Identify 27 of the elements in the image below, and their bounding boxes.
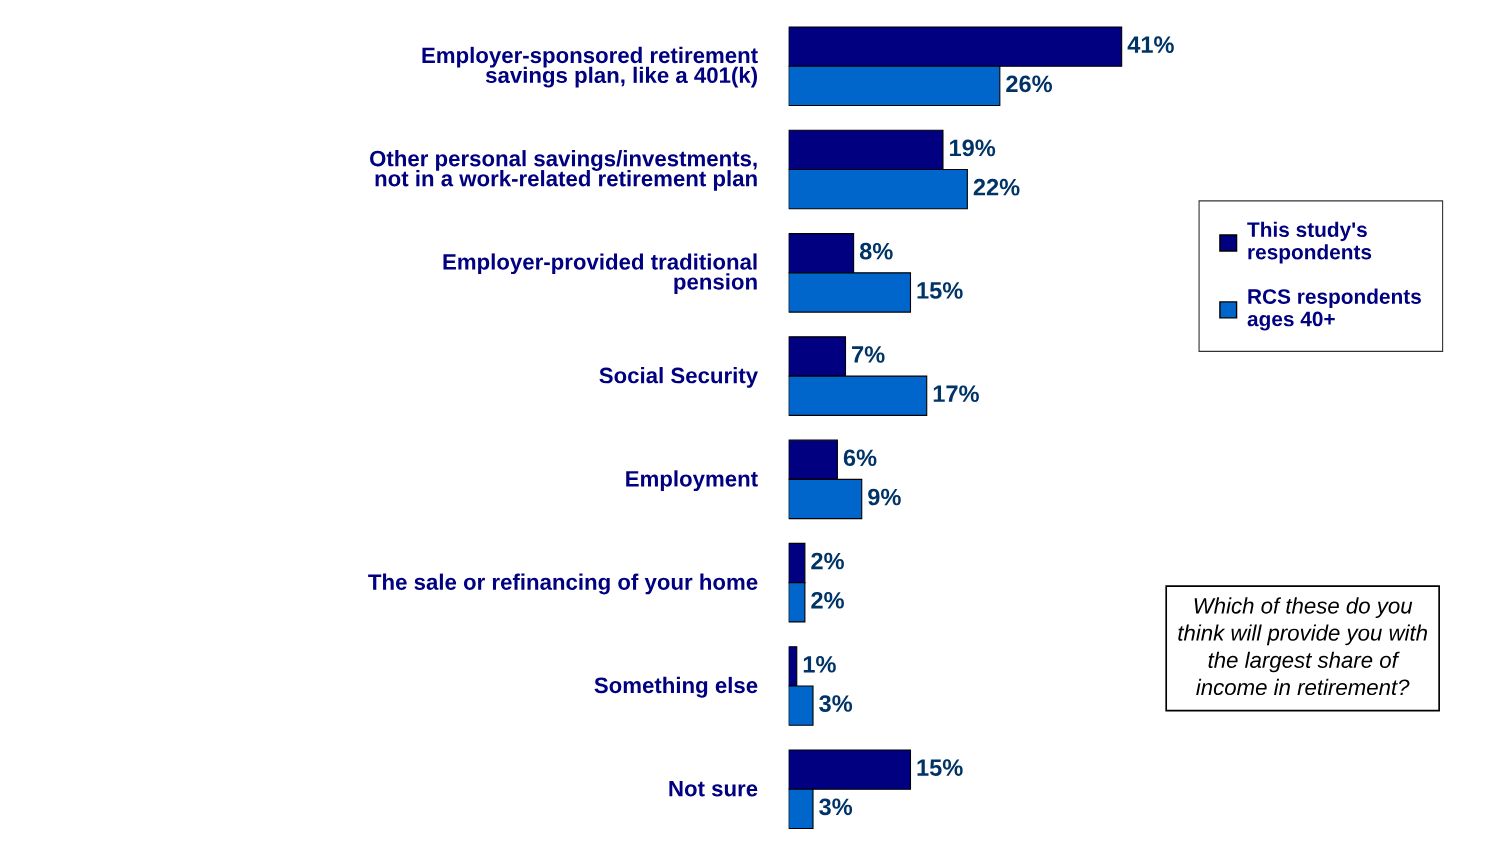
data-label: 7% (852, 346, 885, 363)
y-tick-label: Not sure (669, 780, 758, 797)
y-tick-label: Other personal savings/investments, not in a work-related retirement plan (370, 150, 757, 191)
y-tick-label: The sale or refinancing of your home (368, 573, 758, 595)
data-label: 2% (811, 552, 844, 570)
data-label: 8% (859, 242, 893, 260)
data-label: 6% (843, 449, 877, 467)
y-tick-label: Employer-provided traditional pension (443, 253, 757, 295)
data-label: 3% (819, 695, 853, 712)
data-label: 15% (917, 282, 963, 299)
y-tick-label: Something else (594, 676, 758, 698)
data-label: 1% (803, 656, 836, 673)
y-tick-label: Social Security (599, 367, 758, 388)
data-label: 15% (917, 759, 963, 776)
text: Which of these do you think will provide you with the largest share of income in retirement? (1178, 597, 1428, 696)
data-label: 2% (811, 591, 844, 609)
data-label: 26% (1006, 75, 1053, 93)
legend-label: This study's respondents (1247, 221, 1372, 264)
legend-label: RCS respondents ages 40+ (1247, 288, 1421, 331)
y-tick-label: Employer-sponsored retirement savings plan, like a 401(k) (422, 46, 758, 88)
data-label: 41% (1127, 36, 1174, 53)
data-label: 17% (933, 385, 979, 403)
y-tick-label: Employment (626, 470, 758, 492)
data-label: 9% (868, 488, 901, 506)
data-label: 22% (973, 178, 1020, 196)
data-label: 3% (819, 798, 853, 816)
data-label: 19% (950, 139, 996, 157)
